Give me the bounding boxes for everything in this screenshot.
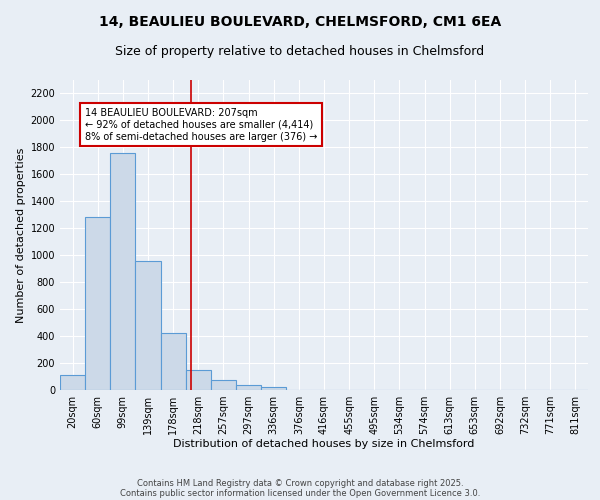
Text: 14 BEAULIEU BOULEVARD: 207sqm
← 92% of detached houses are smaller (4,414)
8% of: 14 BEAULIEU BOULEVARD: 207sqm ← 92% of d… xyxy=(85,108,317,142)
Bar xyxy=(161,334,186,390)
Bar xyxy=(110,153,136,390)
Bar xyxy=(211,380,236,390)
Text: Contains public sector information licensed under the Open Government Licence 3.: Contains public sector information licen… xyxy=(120,488,480,498)
Text: 14, BEAULIEU BOULEVARD, CHELMSFORD, CM1 6EA: 14, BEAULIEU BOULEVARD, CHELMSFORD, CM1 … xyxy=(99,15,501,29)
Bar xyxy=(186,370,211,390)
Text: Size of property relative to detached houses in Chelmsford: Size of property relative to detached ho… xyxy=(115,45,485,58)
Bar xyxy=(136,260,161,390)
X-axis label: Distribution of detached houses by size in Chelmsford: Distribution of detached houses by size … xyxy=(173,438,475,448)
Bar xyxy=(85,218,110,390)
Y-axis label: Number of detached properties: Number of detached properties xyxy=(16,148,26,322)
Bar xyxy=(261,388,286,390)
Bar xyxy=(60,375,85,390)
Text: Contains HM Land Registry data © Crown copyright and database right 2025.: Contains HM Land Registry data © Crown c… xyxy=(137,478,463,488)
Bar xyxy=(236,384,261,390)
